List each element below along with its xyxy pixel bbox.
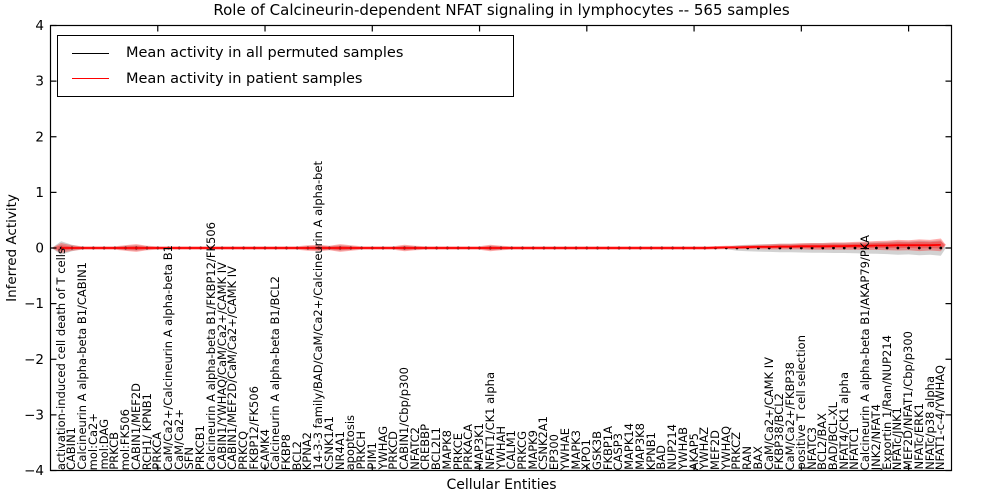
permuted-line-icon [72,52,109,54]
y-axis-title: Inferred Activity [4,194,20,302]
svg-text:4: 4 [35,18,44,34]
y-ticks [50,24,952,472]
chart-title: Role of Calcineurin-dependent NFAT signa… [213,1,790,19]
legend-entry-patient: Mean activity in patient samples [58,71,513,87]
patient-mean-line [61,244,941,249]
svg-text:−2: −2 [24,352,44,368]
svg-text:0: 0 [35,241,44,257]
legend-label-permuted: Mean activity in all permuted samples [126,45,404,62]
svg-text:3: 3 [35,74,44,90]
patient-line-icon [72,78,109,80]
x-ticks [157,25,910,471]
legend-entry-permuted: Mean activity in all permuted samples [58,45,513,61]
legend: Mean activity in all permuted samples Me… [57,35,514,97]
y-tick-labels: 4 3 2 1 0 −1 −2 −3 −4 [24,18,44,479]
svg-text:1: 1 [35,185,44,201]
x-axis-title: Cellular Entities [446,477,557,493]
legend-label-patient: Mean activity in patient samples [126,70,363,87]
svg-text:−4: −4 [24,463,44,479]
patient-violin-band [51,238,946,253]
svg-text:−3: −3 [24,407,44,423]
svg-text:−1: −1 [24,296,44,312]
svg-text:2: 2 [35,129,44,145]
